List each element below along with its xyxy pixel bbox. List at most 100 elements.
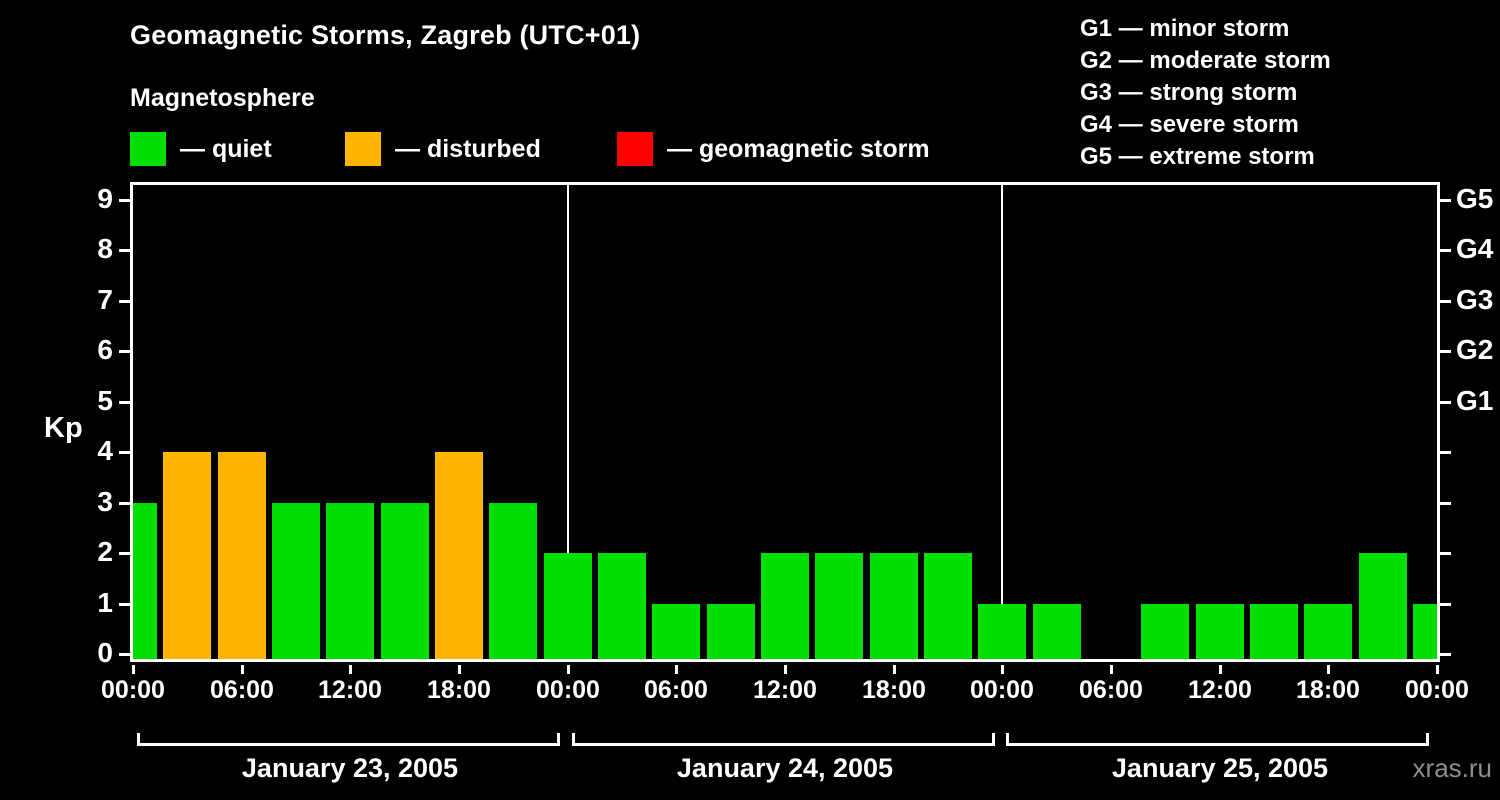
x-axis-tick	[241, 665, 244, 674]
date-label: January 23, 2005	[241, 753, 459, 783]
kp-bar	[652, 604, 700, 659]
kp-bar	[1304, 604, 1352, 659]
kp-bar	[870, 553, 918, 659]
quiet-color-swatch	[130, 132, 166, 166]
kp-bar	[218, 452, 266, 659]
g-scale-axis-label: G1	[1456, 385, 1494, 416]
day-bracket	[137, 733, 560, 746]
day-separator-line	[1001, 185, 1003, 659]
y-tick-label: 6	[97, 334, 113, 365]
x-axis-tick	[349, 665, 352, 674]
y-tick-label: 0	[97, 637, 113, 668]
kp-bar	[133, 503, 157, 659]
x-axis-tick	[1219, 665, 1222, 674]
subtitle: Magnetosphere	[130, 84, 315, 112]
x-tick-label: 12:00	[1188, 676, 1252, 704]
x-axis-tick	[675, 665, 678, 674]
legend-item-storm: — geomagnetic storm	[617, 131, 930, 167]
kp-bar	[163, 452, 211, 659]
x-tick-label: 12:00	[318, 676, 382, 704]
x-tick-label: 18:00	[1296, 676, 1360, 704]
x-axis-tick	[1110, 665, 1113, 674]
storm-color-swatch	[617, 132, 653, 166]
x-axis-tick	[784, 665, 787, 674]
kp-axis-label: Kp	[44, 412, 83, 444]
y-axis-tick-right	[1440, 451, 1451, 454]
kp-bar	[924, 553, 972, 659]
kp-bar	[815, 553, 863, 659]
g-scale-axis-label: G3	[1456, 284, 1494, 315]
kp-bar	[1141, 604, 1189, 659]
date-label: January 25, 2005	[1111, 753, 1329, 783]
y-axis-tick-right	[1440, 552, 1451, 555]
x-tick-label: 06:00	[210, 676, 274, 704]
y-axis-tick	[119, 401, 130, 404]
y-tick-label: 2	[97, 536, 113, 567]
y-axis-tick-right	[1440, 653, 1451, 656]
legend-item-quiet: — quiet	[130, 131, 272, 167]
kp-bar-chart: 0 1 2 3 4 5 6 7 8 9 G1 G2 G3 G4 G5 00:00 06:00 12:00 18:00…	[97, 182, 1493, 783]
y-axis-tick	[119, 451, 130, 454]
y-tick-label: 1	[97, 587, 113, 618]
kp-bar	[1033, 604, 1081, 659]
legend-label-disturbed: — disturbed	[395, 134, 541, 163]
g-scale-legend: G1 — minor storm G2 — moderate storm G3 …	[1080, 13, 1331, 173]
x-axis-tick	[567, 665, 570, 674]
y-tick-label: 4	[97, 435, 113, 466]
x-tick-label: 00:00	[1405, 676, 1469, 704]
kp-bar	[544, 553, 592, 659]
y-axis-tick	[119, 653, 130, 656]
kp-bar	[1413, 604, 1437, 659]
y-axis-tick-right	[1440, 249, 1451, 252]
g-legend-line-g4: G4 — severe storm	[1080, 111, 1299, 138]
kp-bar	[381, 503, 429, 659]
g-scale-axis-label: G4	[1456, 233, 1494, 264]
y-axis-tick-right	[1440, 350, 1451, 353]
x-tick-label: 00:00	[536, 676, 600, 704]
y-axis-tick-right	[1440, 401, 1451, 404]
y-tick-label: 3	[97, 486, 113, 517]
y-axis-tick	[119, 603, 130, 606]
y-axis-tick-right	[1440, 199, 1451, 202]
date-label: January 24, 2005	[676, 753, 894, 783]
kp-bar	[326, 503, 374, 659]
legend-label-storm: — geomagnetic storm	[667, 134, 930, 163]
x-axis-tick	[132, 665, 135, 674]
page-title: Geomagnetic Storms, Zagreb (UTC+01)	[130, 20, 641, 50]
y-axis-tick	[119, 552, 130, 555]
kp-bar	[272, 503, 320, 659]
legend-item-disturbed: — disturbed	[345, 131, 541, 167]
y-axis-tick	[119, 502, 130, 505]
g-legend-line-g3: G3 — strong storm	[1080, 79, 1298, 106]
y-tick-label: 8	[97, 233, 113, 264]
kp-bar	[1250, 604, 1298, 659]
y-tick-label: 9	[97, 183, 113, 214]
x-tick-label: 12:00	[753, 676, 817, 704]
day-separator-line	[567, 185, 569, 659]
x-tick-label: 18:00	[427, 676, 491, 704]
kp-bar	[978, 604, 1026, 659]
kp-bar	[489, 503, 537, 659]
y-axis-tick	[119, 350, 130, 353]
x-axis-tick	[893, 665, 896, 674]
x-axis-tick	[1327, 665, 1330, 674]
kp-bar	[1359, 553, 1407, 659]
legend-label-quiet: — quiet	[180, 134, 272, 163]
kp-bar	[761, 553, 809, 659]
kp-bar	[707, 604, 755, 659]
x-tick-label: 06:00	[644, 676, 708, 704]
x-tick-label: 00:00	[970, 676, 1034, 704]
y-tick-label: 7	[97, 284, 113, 315]
y-axis-tick	[119, 199, 130, 202]
disturbed-color-swatch	[345, 132, 381, 166]
y-axis-tick-right	[1440, 300, 1451, 303]
kp-bar	[435, 452, 483, 659]
g-scale-axis-label: G2	[1456, 334, 1494, 365]
x-tick-label: 18:00	[862, 676, 926, 704]
x-tick-label: 06:00	[1079, 676, 1143, 704]
x-tick-label: 00:00	[101, 676, 165, 704]
g-legend-line-g2: G2 — moderate storm	[1080, 47, 1331, 74]
watermark: xras.ru	[1412, 753, 1492, 783]
g-scale-axis-label: G5	[1456, 183, 1494, 214]
y-tick-label: 5	[97, 385, 113, 416]
